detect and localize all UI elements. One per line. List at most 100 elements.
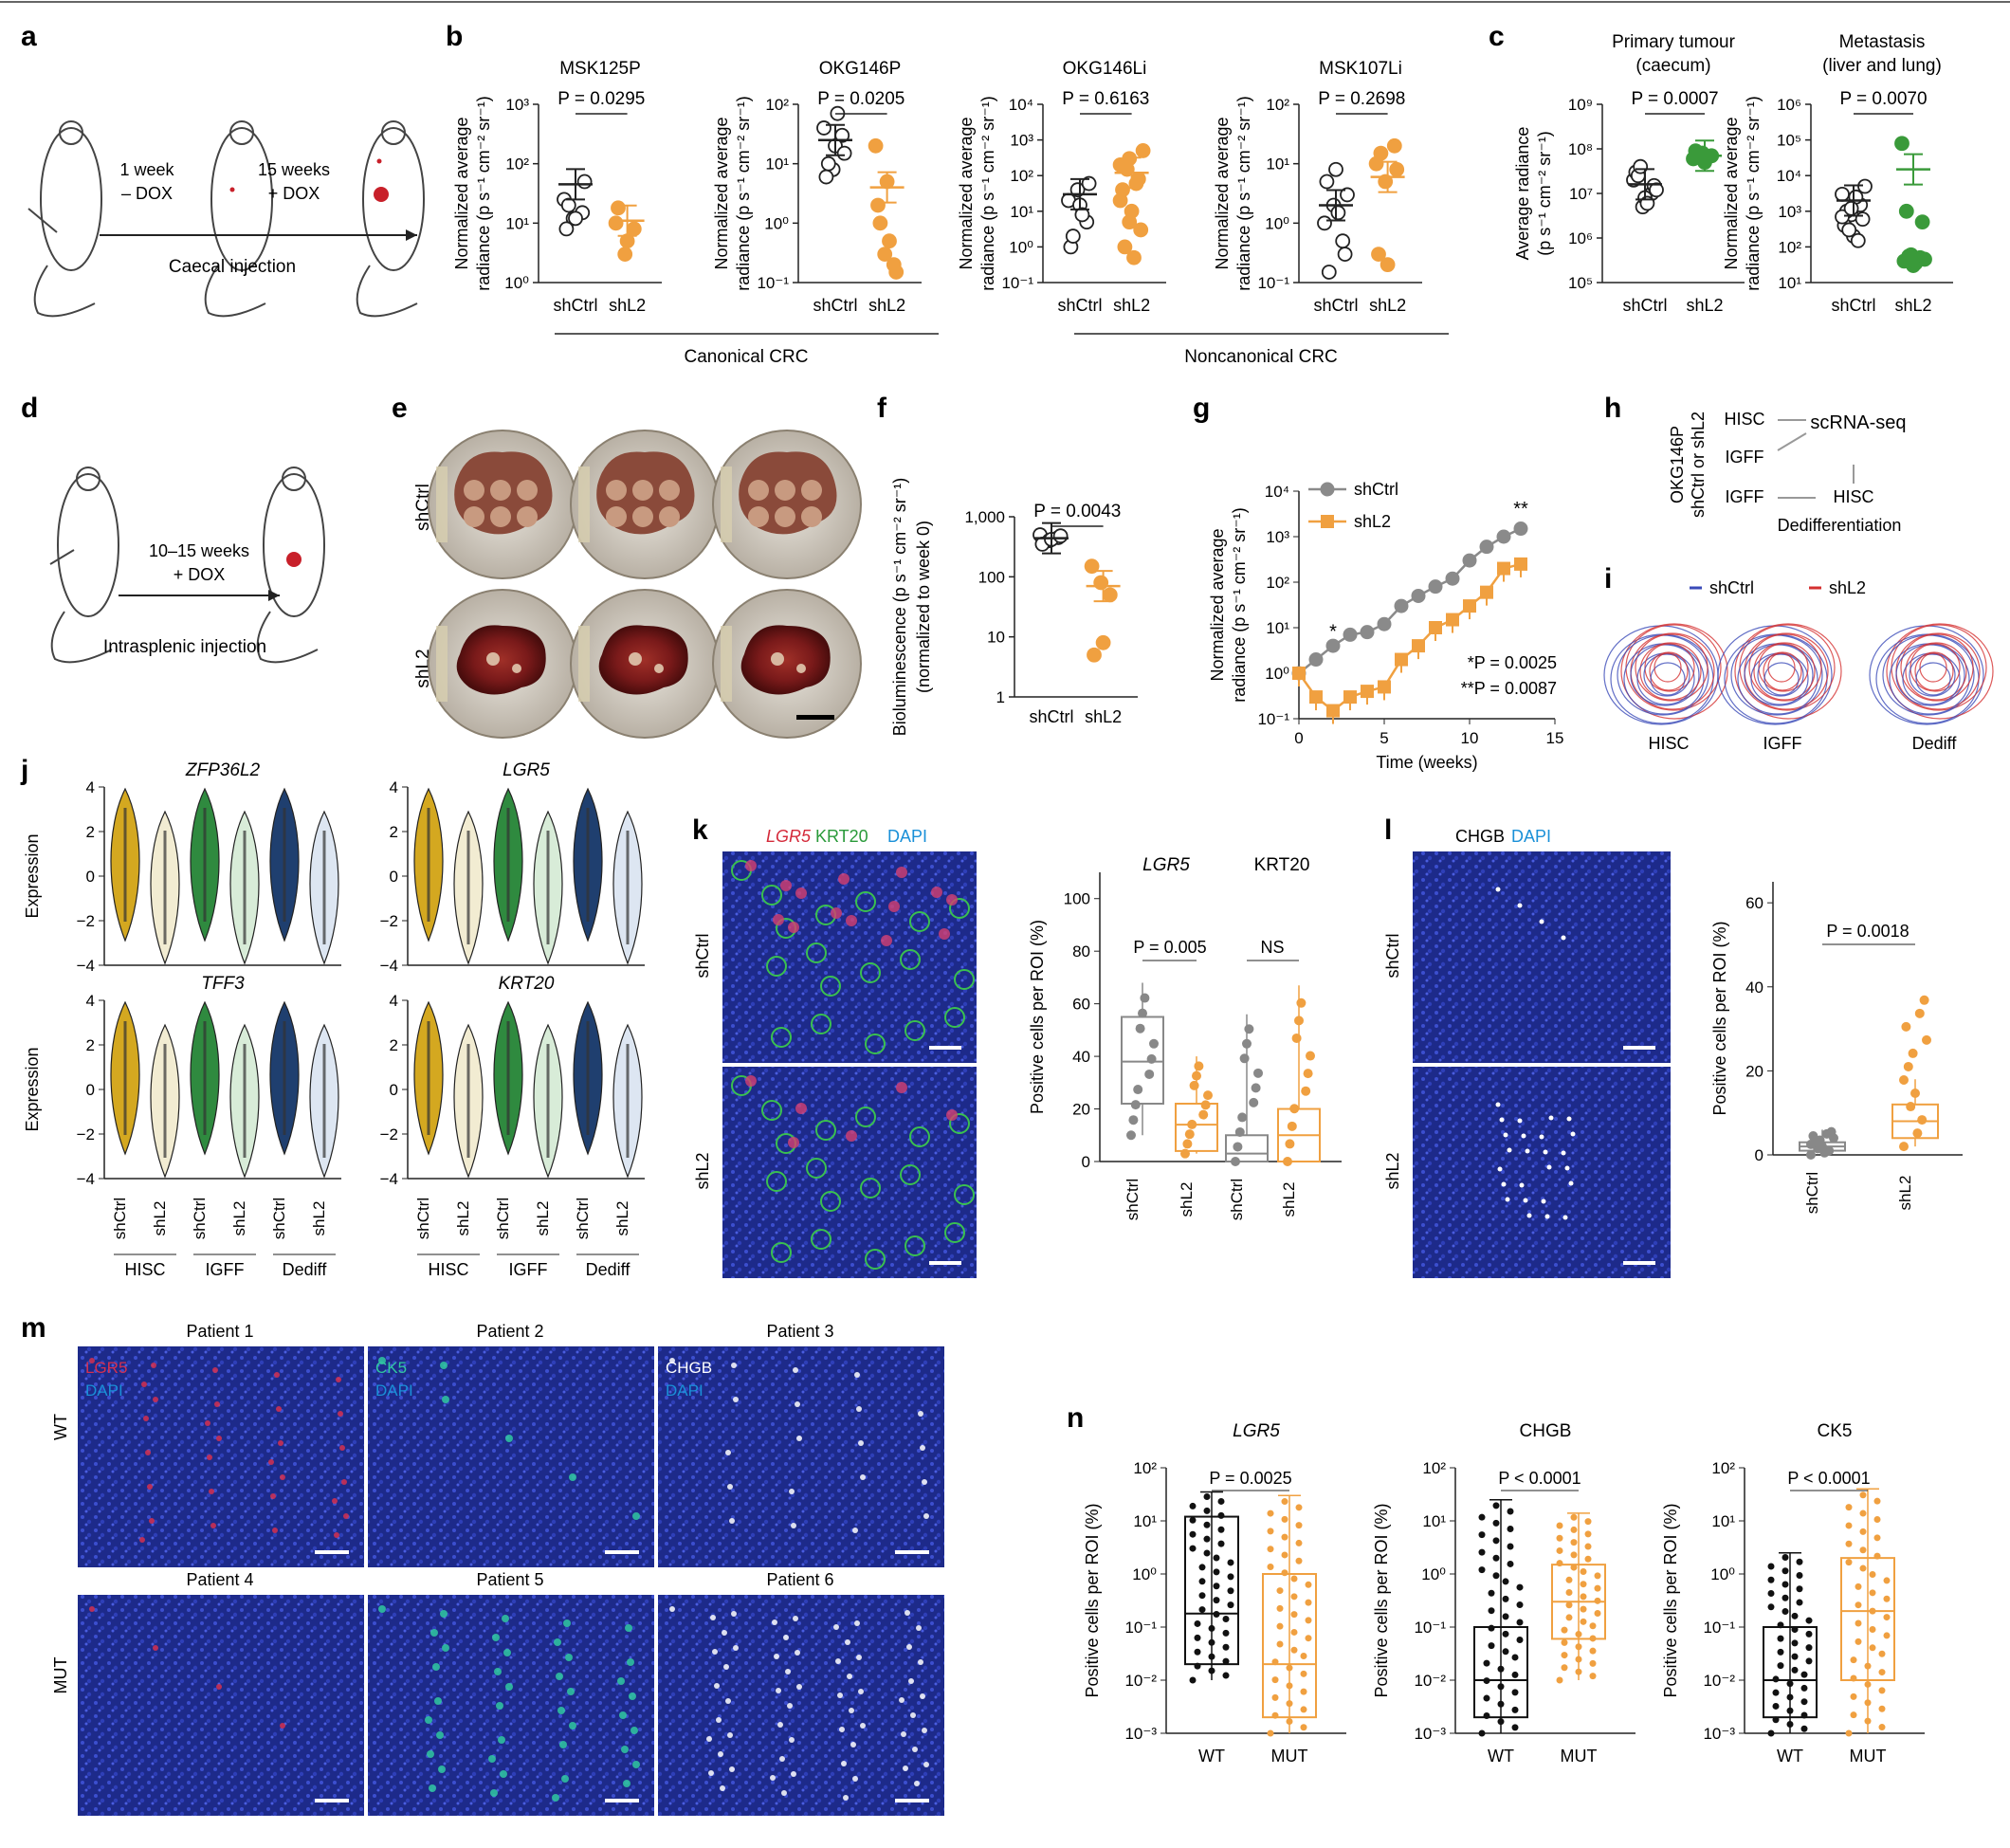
- marker-signal: [561, 1775, 569, 1783]
- data-point: [1198, 1578, 1206, 1585]
- x-label: shCtrl: [574, 1198, 592, 1239]
- group-label: HISC: [428, 1260, 468, 1279]
- tumour-nodule: [796, 664, 806, 673]
- marker-signal: [274, 1372, 280, 1378]
- ruler: [436, 467, 448, 542]
- data-point: [1580, 1618, 1587, 1625]
- panel-a-caecal-schematic: 1 week – DOX 15 weeks + DOX Caecal injec…: [27, 120, 425, 318]
- panel-letters: a b c d e f g h i j k l m n: [20, 21, 1621, 1434]
- data-point: [1777, 1635, 1784, 1642]
- data-point-ctrl: [576, 174, 593, 190]
- marker-signal: [722, 1630, 727, 1636]
- data-point: [1565, 1614, 1573, 1621]
- contour-shctrl: [1650, 662, 1686, 696]
- data-point: [1507, 1543, 1514, 1550]
- data-point: [1819, 1147, 1830, 1158]
- y-tick-label: 0: [390, 868, 398, 886]
- marker-signal: [627, 1658, 634, 1666]
- marker-signal: [847, 1674, 852, 1679]
- lgr5-signal: [773, 914, 784, 925]
- marker-signal: [490, 1789, 498, 1797]
- data-point: [1589, 1622, 1597, 1630]
- tumour-nodule: [512, 664, 521, 673]
- y-tick-label: 10³: [505, 96, 529, 114]
- stain-label-krt20: KRT20: [815, 827, 868, 846]
- marker-signal: [425, 1716, 432, 1724]
- data-point: [1300, 1706, 1307, 1713]
- data-point: [1189, 1502, 1197, 1510]
- data-point: [1189, 1080, 1199, 1090]
- marker-signal: [630, 1727, 638, 1734]
- y-tick-label: 10: [987, 629, 1005, 647]
- lgr5-signal: [939, 928, 950, 940]
- data-point: [1244, 1024, 1254, 1034]
- y-tick-label: 10¹: [1266, 619, 1289, 637]
- data-point-kd: [1389, 161, 1405, 177]
- krt20-signal: [811, 1014, 831, 1034]
- step-label: 10–15 weeks: [149, 541, 249, 560]
- data-point-ctrl: [836, 145, 852, 161]
- marker-signal: [920, 1445, 925, 1451]
- data-point: [1267, 1563, 1274, 1570]
- contour-shctrl: [1909, 653, 1956, 697]
- marker-signal: [916, 1625, 922, 1631]
- data-point: [1516, 1583, 1524, 1591]
- marker-signal: [920, 1693, 925, 1699]
- data-point-shctrl: [1343, 627, 1358, 642]
- y-tick-label: 10⁵: [1777, 132, 1801, 150]
- data-point: [1253, 1068, 1263, 1078]
- marker-signal: [716, 1717, 722, 1723]
- chgb-signal: [1548, 1115, 1554, 1121]
- data-point: [1584, 1530, 1592, 1538]
- chgb-signal: [1497, 1166, 1503, 1172]
- marker-signal: [378, 1357, 386, 1364]
- contour-shctrl: [1875, 633, 1980, 724]
- data-point: [1883, 1577, 1891, 1584]
- ruler: [436, 626, 448, 702]
- marker-signal: [669, 1606, 675, 1612]
- side-label: OKG146P: [1668, 426, 1687, 503]
- data-point: [1227, 1601, 1234, 1609]
- chgb-signal: [1561, 935, 1566, 941]
- y-tick-label: 10⁶: [1777, 96, 1801, 114]
- footnote-p1: *P = 0.0025: [1468, 653, 1557, 672]
- data-point: [1507, 1508, 1514, 1515]
- step1b-label: – DOX: [121, 184, 173, 203]
- marker-signal: [438, 1766, 446, 1773]
- data-point: [1850, 1674, 1857, 1682]
- marker-signal: [852, 1528, 858, 1533]
- marker-signal: [280, 1723, 285, 1729]
- plot-title: OKG146Li: [1063, 59, 1147, 79]
- data-point: [1859, 1491, 1867, 1499]
- krt20-signal: [771, 1027, 792, 1048]
- y-tick-label: −2: [77, 912, 95, 930]
- y-tick-label: 10⁴: [1009, 96, 1033, 114]
- y-tick-label: 10⁻¹: [1257, 710, 1289, 728]
- y-axis-label: Normalized average: [1722, 117, 1741, 269]
- data-point-shctrl: [1325, 638, 1341, 653]
- data-point: [1239, 1053, 1250, 1064]
- y-tick-label: 10⁻¹: [757, 274, 789, 292]
- liver: [456, 625, 546, 695]
- data-point: [1200, 1100, 1211, 1110]
- liver: [740, 625, 831, 695]
- krt20-signal: [954, 1184, 975, 1205]
- y-tick-label: 10²: [1778, 238, 1801, 256]
- data-point: [1287, 1121, 1297, 1131]
- data-point: [1565, 1601, 1573, 1609]
- y-axis-label: Expression: [23, 833, 42, 918]
- tumour-nodule: [517, 506, 538, 527]
- krt20-signal: [771, 1242, 792, 1263]
- contour-shl2: [1649, 651, 1689, 691]
- data-point: [1767, 1729, 1775, 1737]
- data-point: [1300, 1688, 1307, 1695]
- data-point: [1878, 1650, 1886, 1657]
- data-point: [1198, 1606, 1206, 1614]
- y-tick-label: 10⁷: [1569, 185, 1593, 203]
- row-label: shCtrl: [693, 933, 712, 978]
- data-point: [1300, 1670, 1307, 1677]
- tumour-nodule: [775, 480, 795, 501]
- data-point: [1919, 995, 1929, 1005]
- micrograph: [1413, 851, 1671, 1063]
- x-label: shCtrl: [1228, 1179, 1246, 1220]
